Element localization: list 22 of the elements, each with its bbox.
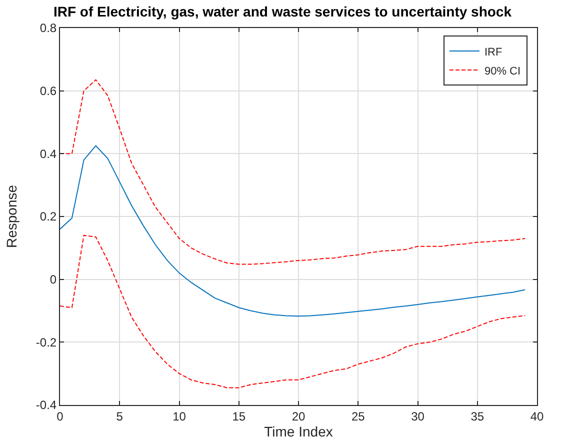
x-tick-label: 35 bbox=[470, 409, 484, 424]
x-tick-label: 20 bbox=[292, 409, 306, 424]
x-tick-label: 5 bbox=[116, 409, 124, 424]
x-tick-label: 15 bbox=[232, 409, 246, 424]
y-tick-label: 0.4 bbox=[40, 146, 57, 161]
y-tick-label: 0.8 bbox=[40, 21, 57, 36]
x-tick-label: 30 bbox=[411, 409, 425, 424]
legend-label: IRF bbox=[484, 46, 502, 58]
x-tick-label: 25 bbox=[351, 409, 366, 424]
x-tick-label: 40 bbox=[530, 409, 544, 424]
x-tick-label: 10 bbox=[172, 409, 186, 424]
y-axis-title: Response bbox=[4, 184, 20, 248]
y-tick-label: 0.2 bbox=[40, 210, 57, 224]
y-tick-label: 0 bbox=[50, 272, 57, 287]
y-tick-label: -0.2 bbox=[36, 335, 57, 350]
line-series bbox=[60, 145, 526, 317]
x-axis-title: Time Index bbox=[264, 423, 333, 440]
y-tick-label: -0.4 bbox=[36, 398, 57, 412]
legend-label: 90% CI bbox=[484, 65, 521, 78]
line-series bbox=[60, 234, 526, 388]
chart-title: IRF of Electricity, gas, water and waste services to uncertainty shock bbox=[53, 4, 512, 20]
y-tick-label: 0.6 bbox=[40, 84, 57, 98]
